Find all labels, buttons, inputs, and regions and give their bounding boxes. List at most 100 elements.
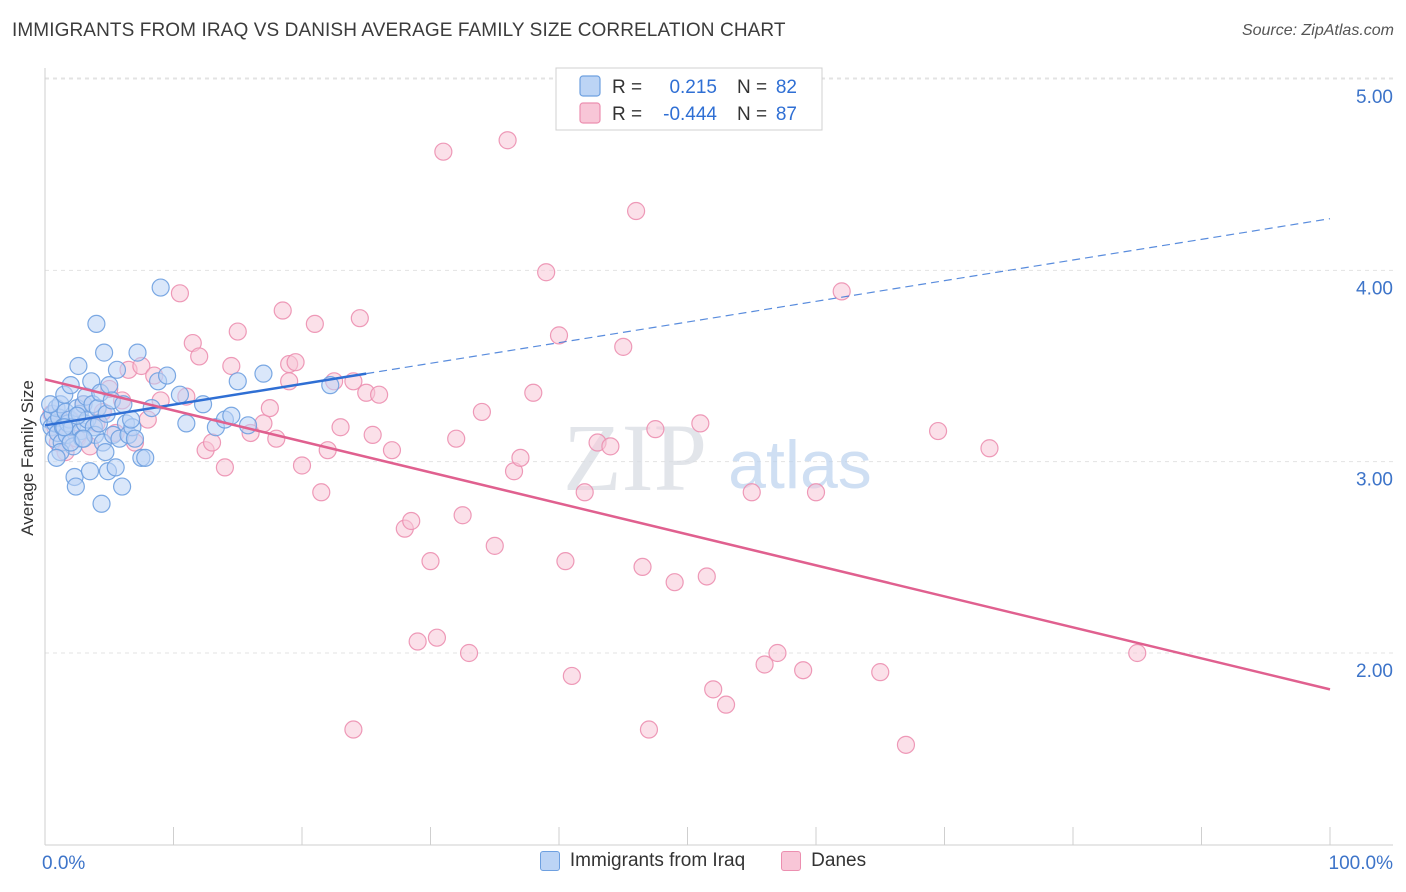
point-iraq xyxy=(157,366,177,385)
point-danes xyxy=(562,666,581,686)
point-danes xyxy=(704,680,723,699)
point-danes xyxy=(292,456,312,475)
point-danes xyxy=(691,414,710,433)
y-tick-label: 5.00 xyxy=(1356,87,1393,108)
point-danes xyxy=(794,661,813,680)
point-danes xyxy=(350,309,369,328)
point-danes xyxy=(626,201,646,221)
point-danes xyxy=(331,418,350,437)
chart-title: IMMIGRANTS FROM IRAQ VS DANISH AVERAGE F… xyxy=(12,20,786,41)
point-danes xyxy=(498,131,517,150)
point-danes xyxy=(633,557,652,577)
point-danes xyxy=(896,735,916,754)
series-legend: Immigrants from Iraq Danes xyxy=(0,850,1406,872)
point-danes xyxy=(601,437,620,456)
point-iraq xyxy=(125,429,145,448)
point-danes xyxy=(768,643,787,663)
point-danes xyxy=(427,628,447,647)
legend-label-danes: Danes xyxy=(811,850,867,871)
point-danes xyxy=(485,536,504,555)
legend-swatch-danes xyxy=(579,102,601,124)
point-iraq xyxy=(128,343,147,362)
scatter-points xyxy=(39,131,1147,754)
trend-line-danes xyxy=(44,378,1331,691)
point-danes xyxy=(639,720,659,739)
point-danes xyxy=(305,314,324,334)
point-danes xyxy=(170,284,190,303)
point-iraq xyxy=(80,462,100,481)
point-danes xyxy=(665,573,684,592)
point-danes xyxy=(511,448,530,467)
point-iraq xyxy=(47,448,66,467)
legend-r-value-1: 0.215 xyxy=(669,77,717,98)
point-danes xyxy=(408,632,427,651)
point-danes xyxy=(614,337,633,356)
y-tick-label: 2.00 xyxy=(1356,661,1393,682)
point-iraq xyxy=(41,395,60,414)
point-iraq xyxy=(238,416,258,435)
source-label: Source: ZipAtlas.com xyxy=(1241,22,1394,39)
point-iraq xyxy=(69,356,88,376)
point-iraq xyxy=(112,477,132,496)
legend-r-label-1: R = xyxy=(612,77,642,98)
x-tick-label-min: 0.0% xyxy=(42,853,85,874)
point-iraq xyxy=(66,477,85,496)
point-iraq xyxy=(107,360,127,379)
point-iraq xyxy=(170,385,190,404)
legend-item-iraq[interactable]: Immigrants from Iraq xyxy=(539,850,746,872)
legend-n-value-2: 87 xyxy=(776,104,797,125)
point-iraq xyxy=(74,429,93,448)
point-iraq xyxy=(96,443,115,462)
y-tick-label: 3.00 xyxy=(1356,470,1393,491)
point-iraq xyxy=(151,278,170,297)
point-danes xyxy=(524,383,543,402)
point-danes xyxy=(928,421,948,441)
point-danes xyxy=(370,385,389,404)
axes xyxy=(44,68,1393,846)
grid-lines xyxy=(45,77,1393,654)
point-danes xyxy=(575,483,594,502)
point-iraq xyxy=(87,314,106,334)
point-danes xyxy=(453,506,472,525)
legend-n-label-2: N = xyxy=(737,104,767,125)
point-danes xyxy=(190,347,209,366)
point-danes xyxy=(421,552,440,571)
point-danes xyxy=(980,439,999,458)
point-danes xyxy=(344,720,363,739)
point-iraq xyxy=(106,458,125,477)
point-iraq xyxy=(177,414,196,433)
point-iraq xyxy=(254,364,273,383)
point-danes xyxy=(215,458,234,477)
legend-r-value-2: -0.444 xyxy=(663,104,717,125)
point-danes xyxy=(202,433,222,452)
legend-swatch-iraq xyxy=(579,75,601,97)
point-danes xyxy=(742,483,761,502)
legend-n-value-1: 82 xyxy=(776,77,797,98)
stats-legend: R = 0.215 N = 82 R = -0.444 N = 87 xyxy=(555,67,823,131)
y-axis-label: Average Family Size xyxy=(18,380,37,536)
legend-r-label-2: R = xyxy=(612,104,642,125)
point-danes xyxy=(286,353,305,372)
trend-line-iraq-extrapolated xyxy=(366,218,1331,375)
point-danes xyxy=(447,429,466,448)
point-danes xyxy=(363,425,382,444)
point-danes xyxy=(222,356,241,376)
legend-item-danes[interactable]: Danes xyxy=(781,850,866,872)
legend-label-iraq: Immigrants from Iraq xyxy=(569,850,746,871)
point-danes xyxy=(312,483,331,502)
point-danes xyxy=(549,326,569,345)
point-danes xyxy=(260,398,279,418)
point-danes xyxy=(537,263,556,282)
point-iraq xyxy=(95,343,114,362)
point-danes xyxy=(254,414,273,433)
point-danes xyxy=(806,483,826,502)
legend-swatch-iraq-bottom xyxy=(539,851,560,871)
point-iraq xyxy=(92,494,111,513)
point-danes xyxy=(832,282,851,301)
legend-n-label-1: N = xyxy=(737,77,767,98)
legend-swatch-danes-bottom xyxy=(781,851,802,871)
trend-lines xyxy=(44,218,1331,691)
trend-line-iraq xyxy=(44,372,367,427)
y-tick-labels: 2.00 3.00 4.00 5.00 xyxy=(1356,87,1393,682)
x-tick-label-max: 100.0% xyxy=(1329,853,1394,874)
